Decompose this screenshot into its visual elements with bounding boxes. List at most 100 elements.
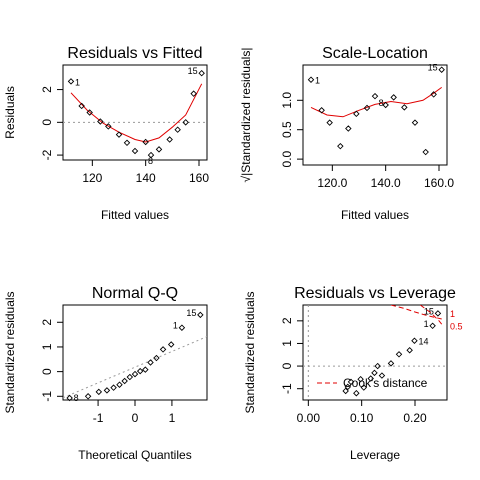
plot-title: Residuals vs Fitted [67,45,202,62]
plot-frame [302,64,448,166]
data-point [430,91,437,98]
x-tick-label: -1 [93,411,104,425]
point-label: 8 [74,393,79,403]
x-tick-label: 0.20 [403,411,427,425]
point-label: 8 [379,98,384,108]
data-point [360,384,368,391]
y-axis-label: Standardized residuals [3,291,17,413]
data-point [198,69,205,77]
data-point [345,125,352,132]
x-tick-label: 120.0 [317,176,347,190]
data-point [342,387,349,395]
data-point [382,101,389,109]
y-tick-label: 1 [280,340,294,347]
data-point [182,119,189,126]
x-axis-label: Fitted values [341,208,409,222]
data-point [121,377,128,385]
y-tick-label: 0 [40,368,54,375]
data-point [147,151,155,159]
plot-panel-4: Residuals vs Leverage 0.00 0.10 0.20 -1 0 1 2 Le… [243,285,463,462]
y-tick-label: -1 [280,383,294,394]
plot-title: Normal Q-Q [92,285,178,302]
data-point [438,66,445,73]
point-label: 15 [186,308,196,318]
x-tick-label: 160 [189,171,209,185]
point-label: 1 [173,321,178,331]
data-point [116,381,123,388]
y-tick-label: 0.5 [280,121,294,138]
data-point [142,366,149,373]
plot-frame [62,64,208,161]
point-label: 15 [188,66,198,76]
cooks-contour-label: 0.5 [450,321,463,331]
x-tick-label: 0 [132,411,139,425]
point-label: 15 [428,63,438,73]
data-point [115,131,123,138]
x-tick-label: 1 [169,411,176,425]
data-point [353,389,360,397]
x-tick-label: 0.10 [350,411,374,425]
data-point [378,372,386,379]
data-point [174,126,181,133]
plot-title: Scale-Location [322,45,428,62]
data-point [84,393,92,400]
data-point [136,367,144,375]
data-point [166,136,173,143]
x-axis-label: Theoretical Quantiles [78,448,191,462]
x-axis-label: Fitted values [101,208,169,222]
x-tick-label: 160.0 [424,176,454,190]
cooks-contour-0.5 [420,305,443,325]
data-point [353,110,360,118]
plot-data-area [63,336,207,399]
data-point [371,369,378,377]
plot-frame [302,304,448,401]
data-point [422,148,429,156]
data-point [411,337,418,344]
point-label: 1 [424,319,429,329]
data-point [357,375,364,383]
data-point [318,107,325,114]
plot-frame [62,304,208,401]
point-label: 8 [148,156,153,166]
data-point [131,147,139,155]
data-point [78,102,85,110]
y-tick-label: 0.0 [280,150,294,167]
data-point [86,109,93,116]
data-point [307,76,315,83]
data-point [178,324,186,331]
data-point [155,146,163,153]
data-point [363,104,371,112]
data-point [434,310,442,317]
point-label: 1 [315,76,320,86]
data-point [387,360,395,367]
y-tick-label: 0 [280,362,294,369]
y-tick-label: -1 [40,391,54,402]
data-point [347,378,355,386]
data-point [97,118,104,125]
x-axis-label: Leverage [350,448,400,462]
x-tick-label: 140 [136,171,156,185]
data-point [401,104,408,111]
x-tick-label: 140.0 [371,176,401,190]
data-point [390,94,397,101]
data-point [131,370,139,378]
smooth-line [70,83,203,143]
plot-data-area [310,86,442,118]
y-tick-label: 2 [40,86,54,93]
data-point [67,78,75,85]
plot-data-area [63,83,207,143]
data-point [411,119,419,126]
data-point [66,394,73,402]
data-point [123,139,131,147]
data-point [374,362,381,370]
data-point [344,383,352,391]
x-tick-label: 120 [82,171,102,185]
data-point [367,375,374,382]
data-point [197,311,204,319]
legend-text: Cook's distance [343,376,428,390]
plot-panel-3: Normal Q-Q -1 0 1 -1 0 1 2 Theoretical Quantiles… [3,285,208,462]
plot-title: Residuals vs Leverage [294,285,456,302]
point-label: 1 [75,77,80,87]
